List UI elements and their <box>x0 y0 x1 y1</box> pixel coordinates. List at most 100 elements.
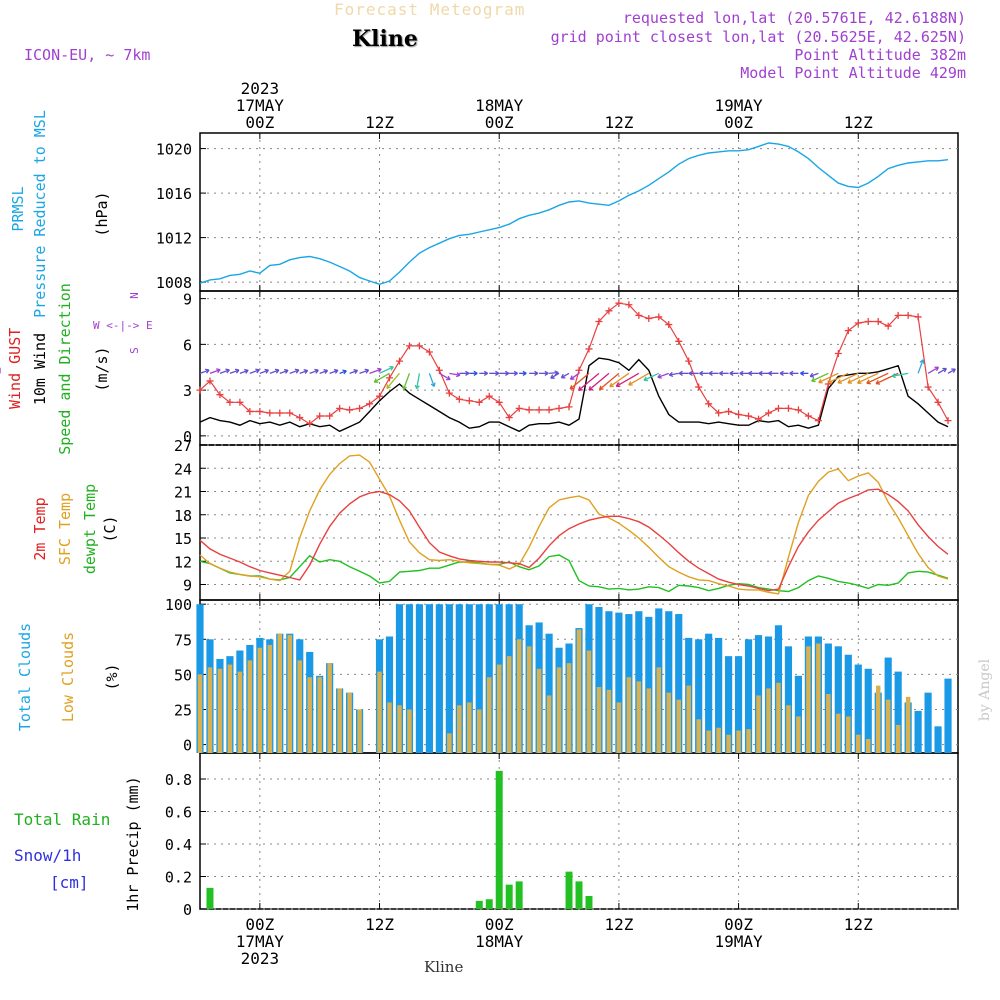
gust-marker <box>565 403 573 411</box>
wind-arrow-head <box>768 370 773 376</box>
total-cloud-bar <box>485 604 493 753</box>
wind-arrow-head <box>818 378 823 384</box>
wind-arrow-head <box>951 368 956 373</box>
gust-line <box>199 302 949 425</box>
total-cloud-bar <box>655 608 663 753</box>
low-cloud-bar <box>766 688 771 753</box>
gust-marker <box>525 406 533 414</box>
p3-label-2m: 2m Temp <box>31 497 49 561</box>
wind-arrow-head <box>827 378 833 384</box>
wind-arrow <box>628 372 650 386</box>
wind-arrow-head <box>274 368 280 374</box>
wind-arrow <box>402 373 411 390</box>
wind-arrow <box>811 372 829 382</box>
gust-marker <box>555 404 563 412</box>
wind-arrow-head <box>505 370 510 376</box>
low-cloud-bar <box>387 702 392 753</box>
p5-label-rain: Total Rain <box>14 810 111 829</box>
total-cloud-bar <box>754 635 763 753</box>
total-cloud-bar <box>375 639 384 753</box>
gust-marker <box>475 398 483 406</box>
total-cloud-bar <box>226 656 234 753</box>
gust-marker <box>495 398 503 406</box>
total-cloud-bar <box>346 692 354 753</box>
wind-arrow <box>219 369 230 374</box>
wind-arrow <box>875 372 899 385</box>
low-cloud-bar <box>407 709 412 753</box>
total-cloud-bar <box>425 604 433 753</box>
time-label-bottom: 00Z <box>724 915 753 934</box>
wind-arrow-head <box>588 386 594 391</box>
low-cloud-bar <box>287 635 293 753</box>
panel-frame-5 <box>199 752 959 910</box>
p4-unit: (%) <box>103 663 121 691</box>
wind-arrow <box>339 370 347 374</box>
wind-arrow-head <box>578 386 583 391</box>
total-cloud-bar <box>725 656 733 753</box>
wind-arrow-head <box>657 373 662 379</box>
grid-point-coords: grid point closest lon,lat (20.5625E, 42… <box>550 28 966 46</box>
wind-arrow-head <box>857 379 862 385</box>
gust-marker <box>675 337 683 345</box>
wind-arrow <box>570 372 580 380</box>
low-cloud-bar <box>826 694 831 753</box>
low-cloud-bar <box>746 729 751 753</box>
wind-arrow-head <box>875 379 881 385</box>
panel-frame-1 <box>199 132 959 292</box>
low-cloud-bar <box>327 663 332 753</box>
total-cloud-bar <box>605 611 613 753</box>
total-cloud-bar <box>894 671 902 753</box>
total-cloud-bar <box>844 654 852 753</box>
total-cloud-bar <box>565 643 573 753</box>
total-cloud-bar <box>595 607 603 753</box>
gust-marker <box>226 398 234 406</box>
model-point-altitude: Model Point Altitude 429m <box>740 64 966 82</box>
low-cloud-bar <box>496 664 502 753</box>
wind-arrow <box>917 359 924 374</box>
gust-marker <box>376 392 384 400</box>
y-tick-label: 1008 <box>156 274 192 292</box>
low-cloud-bar <box>317 677 322 753</box>
gust-marker <box>944 417 952 425</box>
total-cloud-bar <box>286 633 294 753</box>
wind-arrow-head <box>522 370 527 376</box>
gust-marker <box>236 398 244 406</box>
p2-label-speed-dir: Speed and Direction <box>56 283 74 455</box>
total-cloud-bar <box>934 726 942 753</box>
wind-arrow-head <box>569 385 575 390</box>
wind-arrow-head <box>560 373 566 379</box>
total-cloud-bar <box>914 710 922 753</box>
wind-arrow-head <box>779 370 784 376</box>
low-cloud-bar <box>626 677 632 753</box>
p3-label-sfc: SFC Temp <box>56 492 74 566</box>
model-label: ICON-EU, ~ 7km <box>24 46 151 64</box>
p1-unit: (hPa) <box>93 191 111 237</box>
y-tick-label: 18 <box>174 507 192 525</box>
total-cloud-bar <box>615 612 623 753</box>
wind-arrow-head <box>294 368 300 374</box>
wind-arrow <box>578 372 600 391</box>
wind-arrow <box>561 372 570 379</box>
total-cloud-bar <box>824 643 832 753</box>
low-cloud-bar <box>347 692 352 753</box>
panel-frame-3 <box>199 444 959 601</box>
panel-frame-2 <box>199 290 959 446</box>
low-cloud-bar <box>636 681 642 753</box>
wind-arrow-head <box>255 368 260 374</box>
p4-label-total: Total Clouds <box>16 622 34 732</box>
low-cloud-bar <box>726 734 731 753</box>
gust-marker <box>346 406 354 414</box>
footer-station: Kline <box>424 958 464 976</box>
wind-arrow-head <box>668 371 674 378</box>
wind-arrow <box>947 368 956 374</box>
rain-bar <box>495 770 503 909</box>
watermark: by Angel <box>977 658 993 722</box>
compass-we: W <-|-> E <box>93 319 153 332</box>
wind-arrow <box>349 369 358 374</box>
total-cloud-bar <box>455 604 463 753</box>
gust-marker <box>256 407 264 415</box>
gust-marker <box>834 350 842 358</box>
gust-marker <box>615 299 623 307</box>
time-label-top: 00Z <box>724 113 753 132</box>
